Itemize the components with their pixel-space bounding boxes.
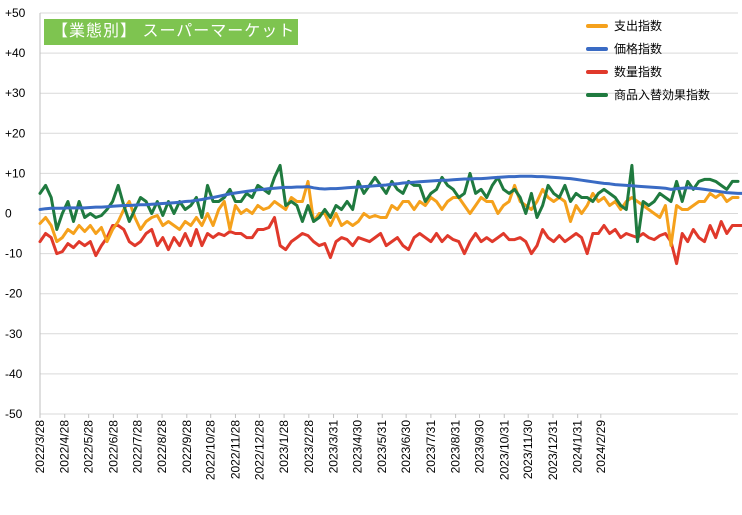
x-tick-label: 2023/3/31 <box>327 420 341 474</box>
series-line-price <box>38 174 742 211</box>
y-tick-label: -40 <box>5 367 23 381</box>
x-tick-label: 2022/7/28 <box>130 420 144 474</box>
y-tick-label: -50 <box>5 407 23 421</box>
legend-swatch-price <box>586 46 608 51</box>
legend-swatch-quantity <box>586 69 608 74</box>
x-tick-label: 2023/9/30 <box>473 420 487 474</box>
y-tick-label: +40 <box>5 46 26 60</box>
x-tick-label: 2022/12/28 <box>252 420 266 480</box>
legend-item-spending: 支出指数 <box>586 14 710 37</box>
x-tick-label: 2022/3/28 <box>33 420 47 474</box>
series-line-spending <box>38 179 740 248</box>
legend-swatch-replacement <box>586 92 608 97</box>
x-axis-ticks: 2022/3/28 2022/4/28 2022/5/28 2022/6/28 2022… <box>33 414 608 480</box>
legend-label-replacement: 商品入替効果指数 <box>614 88 711 102</box>
x-tick-label: 2023/1/28 <box>277 420 291 474</box>
y-axis-ticks: -50 -40 -30 -20 -10 0 +10 +20 +30 +40 +50 <box>5 6 26 421</box>
legend: 支出指数 価格指数 数量指数 商品入替効果指数 <box>586 14 710 106</box>
x-tick-label: 2022/4/28 <box>58 420 72 474</box>
series-line-quantity <box>38 216 742 266</box>
y-tick-label: +20 <box>5 126 26 140</box>
x-tick-label: 2022/11/28 <box>228 420 242 479</box>
x-tick-label: 2023/2/28 <box>302 420 316 474</box>
x-tick-label: 2022/5/28 <box>82 420 96 474</box>
chart-title: 【業態別】 スーパーマーケット <box>44 19 298 45</box>
x-tick-label: 2023/7/31 <box>424 420 438 474</box>
y-tick-label: -30 <box>5 327 23 341</box>
y-tick-label: +30 <box>5 86 26 100</box>
y-tick-label: 0 <box>5 207 12 221</box>
x-tick-label: 2022/8/28 <box>155 420 169 474</box>
x-tick-label: 2023/4/30 <box>351 420 365 474</box>
y-tick-label: +10 <box>5 166 26 180</box>
x-tick-label: 2023/8/31 <box>449 420 463 474</box>
legend-swatch-spending <box>586 23 608 28</box>
series-lines <box>38 163 742 266</box>
legend-item-replacement: 商品入替効果指数 <box>586 83 710 106</box>
x-tick-label: 2023/11/30 <box>521 420 535 479</box>
x-tick-label: 2023/6/30 <box>399 420 413 474</box>
x-tick-label: 2022/10/28 <box>204 420 218 480</box>
legend-item-quantity: 数量指数 <box>586 60 710 83</box>
legend-label-spending: 支出指数 <box>614 19 663 33</box>
x-tick-label: 2023/5/31 <box>375 420 389 474</box>
y-tick-label: +50 <box>5 6 26 20</box>
x-tick-label: 2022/6/28 <box>106 420 120 474</box>
y-tick-label: -20 <box>5 287 23 301</box>
x-tick-label: 2023/10/31 <box>497 420 511 480</box>
x-tick-label: 2022/9/28 <box>180 420 194 474</box>
legend-item-price: 価格指数 <box>586 37 710 60</box>
legend-label-quantity: 数量指数 <box>614 65 663 79</box>
y-tick-label: -10 <box>5 247 23 261</box>
x-tick-label: 2023/12/31 <box>546 420 560 480</box>
legend-label-price: 価格指数 <box>614 42 663 56</box>
x-tick-label: 2024/2/29 <box>594 420 608 474</box>
x-tick-label: 2024/1/31 <box>571 420 585 474</box>
